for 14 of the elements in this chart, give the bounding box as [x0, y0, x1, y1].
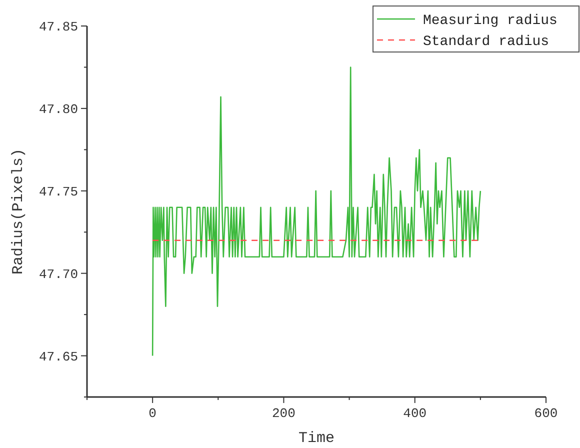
x-axis-title: Time — [298, 430, 335, 447]
line-series — [152, 66, 482, 356]
legend-label: Standard radius — [423, 34, 550, 50]
x-tick-label: 0 — [148, 406, 156, 421]
x-tick-label: 600 — [534, 406, 558, 421]
y-tick-label: 47.65 — [38, 349, 78, 364]
y-tick-label: 47.80 — [38, 102, 78, 117]
y-tick-label: 47.75 — [38, 184, 78, 200]
x-tick-label: 200 — [272, 406, 296, 421]
y-axis-title: Radius(Pixels) — [10, 148, 27, 275]
x-tick-label: 400 — [403, 406, 427, 421]
y-tick-label: 47.70 — [38, 266, 78, 282]
y-tick-label: 47.85 — [38, 20, 78, 34]
legend-label: Measuring radius — [423, 13, 558, 29]
